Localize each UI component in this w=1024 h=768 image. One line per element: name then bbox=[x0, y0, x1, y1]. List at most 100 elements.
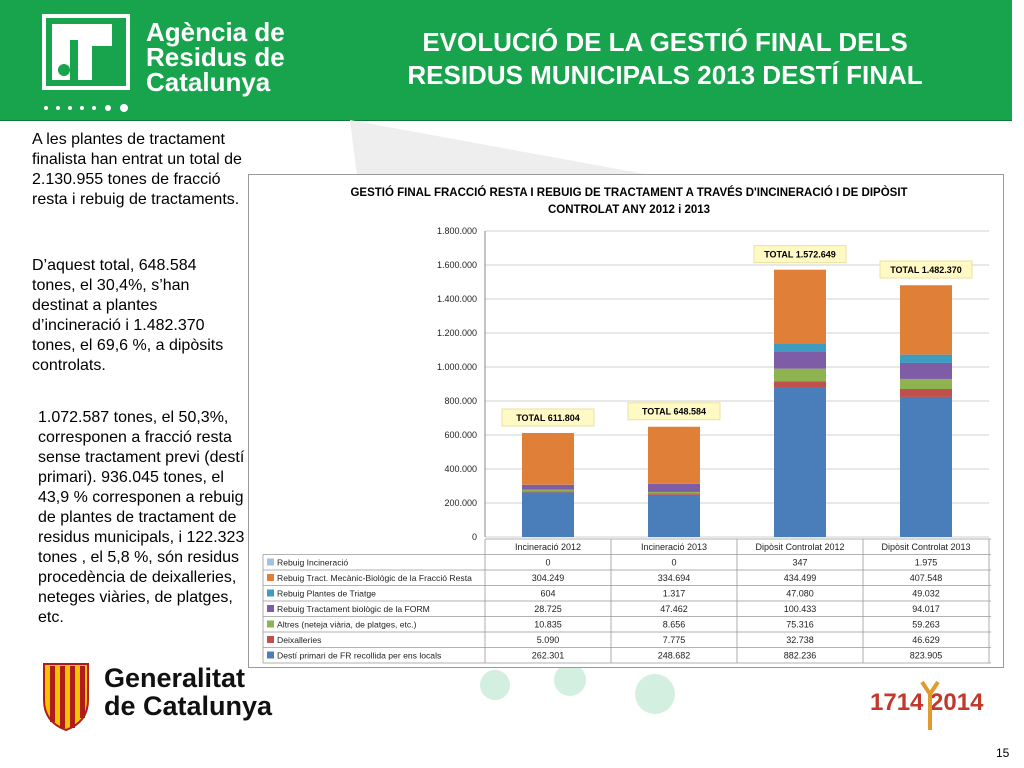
chart-container: GESTIÓ FINAL FRACCIÓ RESTA I REBUIG DE T… bbox=[248, 174, 1004, 668]
bar-segment bbox=[900, 362, 952, 379]
tricentenary-logo: 1714 2014 bbox=[870, 680, 984, 730]
table-value: 94.017 bbox=[912, 604, 940, 614]
total-label: TOTAL 1.572.649 bbox=[764, 250, 836, 260]
table-value: 75.316 bbox=[786, 620, 814, 630]
table-value: 47.462 bbox=[660, 604, 688, 614]
table-value: 8.656 bbox=[663, 620, 686, 630]
table-value: 407.548 bbox=[910, 573, 943, 583]
legend-swatch bbox=[267, 558, 274, 566]
y-tick-label: 400.000 bbox=[444, 464, 477, 474]
bar-segment bbox=[900, 354, 952, 363]
summary-paragraph-3: 1.072.587 tones, el 50,3%, corresponen a… bbox=[38, 409, 245, 626]
bar-segment bbox=[774, 381, 826, 388]
table-value: 28.725 bbox=[534, 604, 562, 614]
summary-paragraph-2: D’aquest total, 648.584 tones, el 30,4%,… bbox=[32, 257, 224, 374]
bar-segment bbox=[648, 483, 700, 492]
bar-segment bbox=[522, 492, 574, 537]
agency-name: Agència de Residus de Catalunya bbox=[146, 17, 285, 97]
summary-paragraph-1: A les plantes de tractament finalista ha… bbox=[32, 131, 242, 208]
logo-dots-icon bbox=[42, 100, 137, 112]
y-tick-label: 1.400.000 bbox=[437, 294, 477, 304]
table-value: 304.249 bbox=[532, 573, 565, 583]
table-value: 46.629 bbox=[912, 635, 940, 645]
legend-swatch bbox=[267, 636, 274, 643]
total-label-box bbox=[627, 402, 721, 421]
table-value: 823.905 bbox=[910, 651, 943, 661]
table-value: 1.975 bbox=[915, 558, 938, 568]
bar-segment bbox=[774, 351, 826, 369]
legend-swatch bbox=[267, 589, 274, 597]
year-logo-text: 1714 2014 bbox=[870, 689, 984, 716]
page-number: 15 bbox=[996, 746, 1010, 760]
table-value: 434.499 bbox=[784, 573, 817, 583]
page-title: EVOLUCIÓ DE LA GESTIÓ FINAL DELS RESIDUS… bbox=[407, 27, 923, 90]
generalitat-name: Generalitat de Catalunya bbox=[104, 663, 273, 721]
table-value: 5.090 bbox=[537, 635, 560, 645]
legend-label: Destí primari de FR recollida per ens lo… bbox=[277, 651, 441, 661]
bar-segment bbox=[522, 491, 574, 493]
y-tick-label: 600.000 bbox=[444, 430, 477, 440]
legend-label: Rebuig Incineració bbox=[277, 558, 348, 568]
table-value: 47.080 bbox=[786, 589, 814, 599]
total-label-box bbox=[753, 245, 847, 264]
table-value: 32.738 bbox=[786, 635, 814, 645]
category-label: Dipòsit Controlat 2012 bbox=[755, 542, 844, 552]
table-value: 604 bbox=[540, 589, 555, 599]
bar-segment bbox=[900, 389, 952, 397]
y-tick-label: 1.000.000 bbox=[437, 362, 477, 372]
bar-segment bbox=[648, 493, 700, 495]
y-tick-label: 1.800.000 bbox=[437, 226, 477, 236]
bar-segment bbox=[522, 484, 574, 490]
bar-segment bbox=[900, 285, 952, 355]
legend-label: Deixalleries bbox=[277, 635, 321, 645]
header-banner: Agència de Residus de Catalunya EVOLUCIÓ… bbox=[0, 0, 1012, 121]
bar-segment bbox=[900, 396, 952, 537]
bar-segment bbox=[522, 489, 574, 492]
total-label: TOTAL 611.804 bbox=[516, 413, 580, 423]
table-value: 49.032 bbox=[912, 589, 940, 599]
stacked-bar-chart: 0 200.000 400.000 600.000 800.000 1.000.000 1.… bbox=[262, 226, 991, 664]
bar-segment bbox=[900, 378, 952, 390]
table-value: 347 bbox=[792, 558, 807, 568]
bar-segment bbox=[522, 432, 574, 485]
table-value: 882.236 bbox=[784, 651, 817, 661]
legend-label: Rebuig Tractament biològic de la FORM bbox=[277, 604, 430, 614]
bar-segment bbox=[648, 491, 700, 494]
y-tick-label: 200.000 bbox=[444, 498, 477, 508]
table-value: 248.682 bbox=[658, 651, 691, 661]
legend-swatch bbox=[267, 651, 274, 659]
total-label: TOTAL 1.482.370 bbox=[890, 265, 962, 275]
y-tick-label: 1.600.000 bbox=[437, 260, 477, 270]
table-value: 59.263 bbox=[912, 620, 940, 630]
table-value: 10.835 bbox=[534, 620, 562, 630]
total-label: TOTAL 648.584 bbox=[642, 407, 706, 417]
table-value: 0 bbox=[545, 558, 550, 568]
table-value: 1.317 bbox=[663, 589, 686, 599]
agency-logo bbox=[42, 14, 130, 90]
legend-swatch bbox=[267, 574, 274, 581]
table-value: 334.694 bbox=[658, 573, 691, 583]
generalitat-shield-icon bbox=[43, 663, 89, 732]
category-label: Incineració 2012 bbox=[515, 542, 581, 552]
total-label-box bbox=[501, 408, 595, 427]
legend-swatch bbox=[267, 605, 274, 612]
y-tick-label: 800.000 bbox=[444, 396, 477, 406]
bar-segment bbox=[774, 387, 826, 537]
legend-swatch bbox=[267, 620, 274, 628]
bar-segment bbox=[774, 368, 826, 382]
bar-segment bbox=[648, 426, 700, 484]
bar-segment bbox=[648, 494, 700, 537]
table-value: 100.433 bbox=[784, 604, 817, 614]
category-label: Dipòsit Controlat 2013 bbox=[881, 542, 970, 552]
table-value: 262.301 bbox=[532, 651, 565, 661]
table-value: 0 bbox=[671, 558, 676, 568]
category-label: Incineració 2013 bbox=[641, 542, 707, 552]
y-tick-label: 0 bbox=[472, 532, 477, 542]
total-label-box bbox=[879, 260, 973, 279]
bar-segment bbox=[774, 343, 826, 352]
legend-label: Rebuig Tract. Mecànic-Biològic de la Fra… bbox=[277, 573, 472, 583]
table-value: 7.775 bbox=[663, 635, 686, 645]
y-tick-label: 1.200.000 bbox=[437, 328, 477, 338]
bar-segment bbox=[774, 269, 826, 344]
chart-title: GESTIÓ FINAL FRACCIÓ RESTA I REBUIG DE T… bbox=[350, 187, 908, 216]
